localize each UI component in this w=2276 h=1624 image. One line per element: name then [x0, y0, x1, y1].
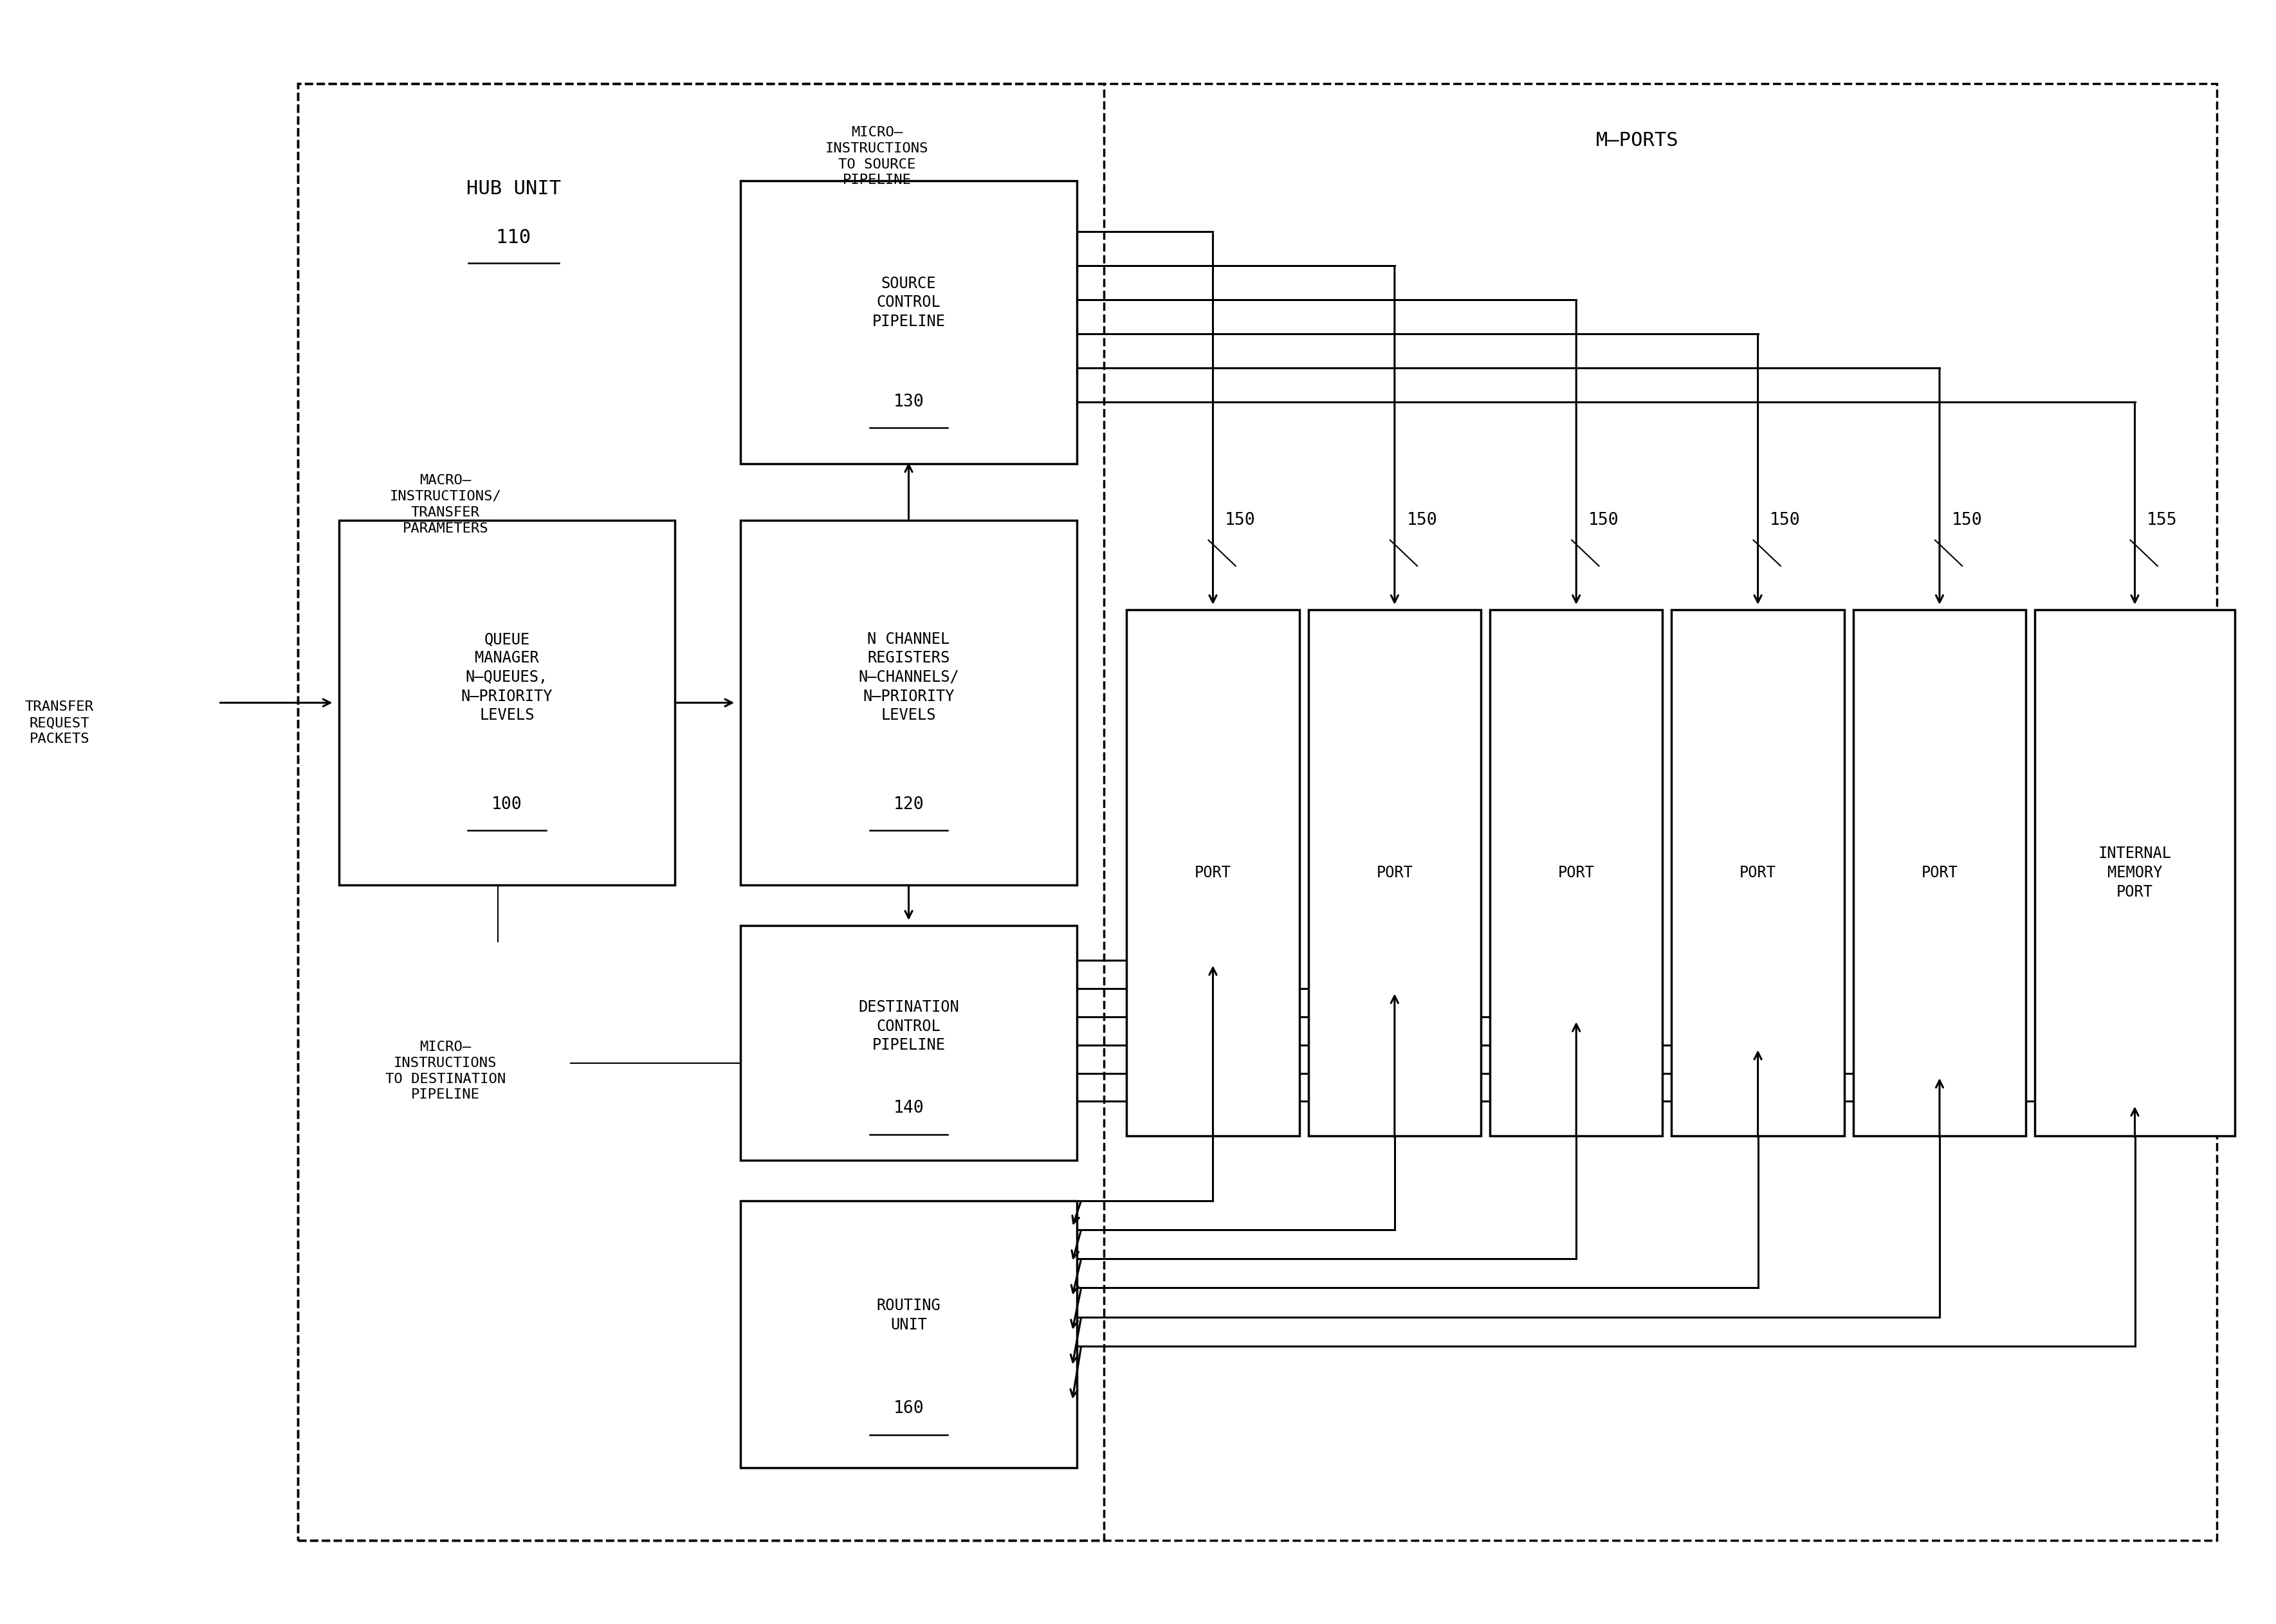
Bar	[740, 1200, 1077, 1468]
Text: INTERNAL
MEMORY
PORT: INTERNAL MEMORY PORT	[2098, 846, 2171, 900]
Text: MICRO–
INSTRUCTIONS
TO DESTINATION
PIPELINE: MICRO– INSTRUCTIONS TO DESTINATION PIPEL…	[385, 1041, 505, 1101]
Text: 130: 130	[894, 393, 924, 409]
Text: 100: 100	[492, 796, 521, 814]
Text: 110: 110	[496, 227, 530, 247]
Text: QUEUE
MANAGER
N–QUEUES,
N–PRIORITY
LEVELS: QUEUE MANAGER N–QUEUES, N–PRIORITY LEVEL…	[462, 632, 553, 723]
Bar	[1491, 609, 1661, 1135]
Text: PORT: PORT	[1557, 866, 1595, 880]
Text: PORT: PORT	[1377, 866, 1413, 880]
Bar	[740, 926, 1077, 1160]
Bar	[1127, 609, 1300, 1135]
Text: 120: 120	[894, 796, 924, 814]
Text: ROUTING
UNIT: ROUTING UNIT	[876, 1298, 940, 1333]
Bar	[1853, 609, 2026, 1135]
Text: 150: 150	[1224, 512, 1256, 529]
Text: PORT: PORT	[1739, 866, 1775, 880]
Text: MACRO–
INSTRUCTIONS/
TRANSFER
PARAMETERS: MACRO– INSTRUCTIONS/ TRANSFER PARAMETERS	[389, 474, 501, 534]
Text: SOURCE
CONTROL
PIPELINE: SOURCE CONTROL PIPELINE	[872, 276, 945, 330]
Text: 150: 150	[1951, 512, 1982, 529]
Bar	[1671, 609, 1844, 1135]
Text: PORT: PORT	[1195, 866, 1231, 880]
Text: 140: 140	[894, 1099, 924, 1117]
Text: 160: 160	[894, 1400, 924, 1418]
Text: 150: 150	[1771, 512, 1800, 529]
Text: TRANSFER
REQUEST
PACKETS: TRANSFER REQUEST PACKETS	[25, 700, 93, 745]
Text: 155: 155	[2146, 512, 2178, 529]
Bar	[1309, 609, 1482, 1135]
Text: PORT: PORT	[1921, 866, 1957, 880]
Text: MICRO–
INSTRUCTIONS
TO SOURCE
PIPELINE: MICRO– INSTRUCTIONS TO SOURCE PIPELINE	[826, 127, 929, 187]
Bar	[740, 521, 1077, 885]
Text: M–PORTS: M–PORTS	[1595, 132, 1680, 149]
Bar	[2035, 609, 2235, 1135]
Bar	[740, 180, 1077, 464]
Bar	[298, 83, 1104, 1541]
Text: 150: 150	[1407, 512, 1436, 529]
Text: 150: 150	[1589, 512, 1618, 529]
Bar	[339, 521, 674, 885]
Text: HUB UNIT: HUB UNIT	[467, 180, 560, 198]
Bar	[298, 83, 2217, 1541]
Text: N CHANNEL
REGISTERS
N–CHANNELS/
N–PRIORITY
LEVELS: N CHANNEL REGISTERS N–CHANNELS/ N–PRIORI…	[858, 632, 958, 723]
Text: DESTINATION
CONTROL
PIPELINE: DESTINATION CONTROL PIPELINE	[858, 999, 958, 1052]
